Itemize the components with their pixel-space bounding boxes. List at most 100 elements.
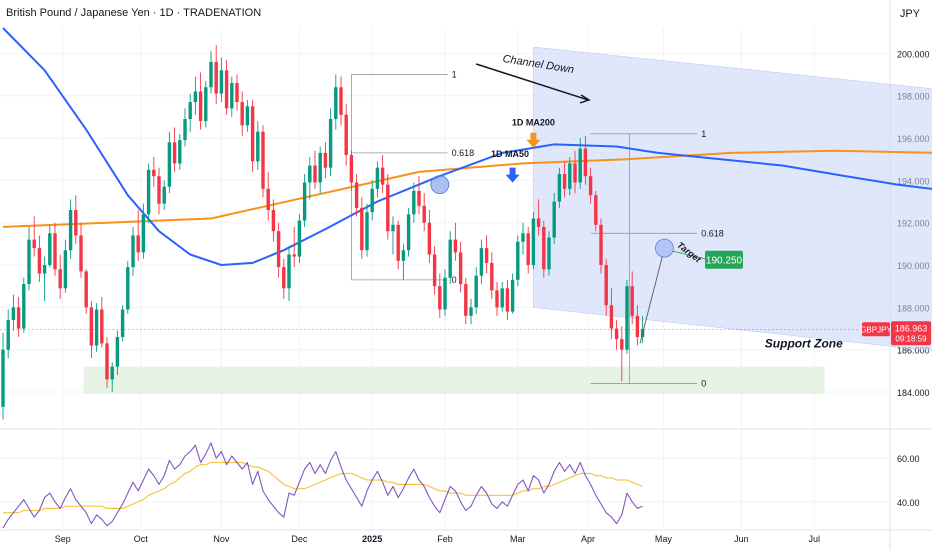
rsi-y-tick-label: 40.00 xyxy=(897,498,920,508)
candle-body xyxy=(438,286,442,310)
last-price-badge xyxy=(891,321,931,346)
candle-body xyxy=(292,254,296,257)
ma200-label: 1D MA200 xyxy=(512,117,555,127)
candle-body xyxy=(63,250,68,289)
candle-body xyxy=(552,201,556,238)
support-zone-label: Support Zone xyxy=(765,337,843,351)
candle-body xyxy=(620,339,624,350)
fib-lower-level-label: 1 xyxy=(701,129,706,139)
candle-body xyxy=(370,188,374,213)
candle-body xyxy=(11,307,16,321)
candle-body xyxy=(406,214,411,251)
candle-body xyxy=(214,61,218,94)
x-tick-label: Dec xyxy=(291,534,308,544)
x-tick-label: May xyxy=(655,534,673,544)
support-zone-box xyxy=(83,366,825,395)
fib-upper-level-label: 1 xyxy=(452,70,457,80)
candle-body xyxy=(365,212,369,251)
candle-body xyxy=(573,163,577,183)
candle-body xyxy=(542,226,546,270)
candle-body xyxy=(261,131,265,189)
candle-body xyxy=(360,207,364,251)
candle-body xyxy=(505,288,510,312)
candle-body xyxy=(578,148,582,183)
candle-body xyxy=(224,70,229,109)
candle-body xyxy=(526,233,530,266)
candle-body xyxy=(110,366,114,380)
candle-body xyxy=(32,239,36,249)
fib-lower-level-label: 0 xyxy=(701,379,706,389)
symbol-badge-text: GBPJPY xyxy=(860,325,892,334)
candle-body xyxy=(432,254,437,287)
candle-body xyxy=(401,250,406,261)
candle-body xyxy=(323,152,328,168)
candle-body xyxy=(417,190,421,206)
chart-title: British Pound / Japanese Yen · 1D · TRAD… xyxy=(6,7,262,19)
candle-body xyxy=(391,224,395,232)
candle-body xyxy=(250,106,255,162)
rsi-y-tick-label: 60.00 xyxy=(897,454,920,464)
candle-body xyxy=(609,305,614,329)
x-tick-label: Oct xyxy=(134,534,149,544)
candle-body xyxy=(339,87,343,115)
candle-body xyxy=(79,235,83,272)
candle-body xyxy=(172,142,177,164)
candle-body xyxy=(245,106,250,126)
candle-body xyxy=(474,275,478,308)
candle-body xyxy=(458,252,463,285)
candle-body xyxy=(157,176,161,204)
candle-body xyxy=(479,248,484,276)
candle-body xyxy=(131,235,135,268)
candle-body xyxy=(614,328,619,340)
candle-body xyxy=(422,205,426,223)
candle-body xyxy=(464,284,468,316)
candle-body xyxy=(297,220,302,257)
candle-body xyxy=(427,222,432,255)
ma200-arrow-icon xyxy=(526,132,541,148)
candle-body xyxy=(334,87,338,120)
candle-body xyxy=(271,210,276,232)
countdown-text: 09:18:59 xyxy=(895,334,927,343)
candle-body xyxy=(193,91,198,103)
candle-body xyxy=(209,61,213,88)
candle-body xyxy=(141,214,146,253)
ma50-label: 1D MA50 xyxy=(491,149,529,159)
candle-body xyxy=(120,309,125,337)
x-tick-label: Apr xyxy=(581,534,595,544)
candle-body xyxy=(89,307,94,346)
candle-body xyxy=(386,184,390,232)
candle-body xyxy=(27,239,31,285)
candle-body xyxy=(453,239,458,253)
candle-body xyxy=(146,169,151,215)
candle-body xyxy=(53,233,57,270)
candle-body xyxy=(282,267,286,289)
ma50-arrow-icon xyxy=(505,167,520,183)
rsi-line xyxy=(2,442,643,529)
fib-upper-level-label: 0.618 xyxy=(452,148,475,158)
candle-body xyxy=(219,70,224,94)
candle-body xyxy=(183,119,187,141)
candle-body xyxy=(235,83,239,103)
candle-body xyxy=(105,343,109,380)
x-tick-label: Sep xyxy=(55,534,71,544)
channel-down-arrow xyxy=(475,63,589,101)
x-tick-label: Feb xyxy=(437,534,453,544)
candle-body xyxy=(443,277,447,310)
x-tick-label: 2025 xyxy=(362,534,382,544)
candle-body xyxy=(126,267,130,310)
candle-body xyxy=(204,87,208,122)
candle-body xyxy=(594,195,598,225)
candle-body xyxy=(344,114,348,155)
candle-body xyxy=(240,102,244,126)
candle-body xyxy=(375,167,380,189)
candle-body xyxy=(100,309,104,344)
candle-body xyxy=(188,102,192,120)
rsi-ma-line xyxy=(3,461,643,514)
candle-body xyxy=(152,169,156,177)
candle-body xyxy=(318,152,322,183)
currency-label: JPY xyxy=(899,8,920,20)
candle-body xyxy=(48,233,52,266)
candle-body xyxy=(84,271,88,308)
